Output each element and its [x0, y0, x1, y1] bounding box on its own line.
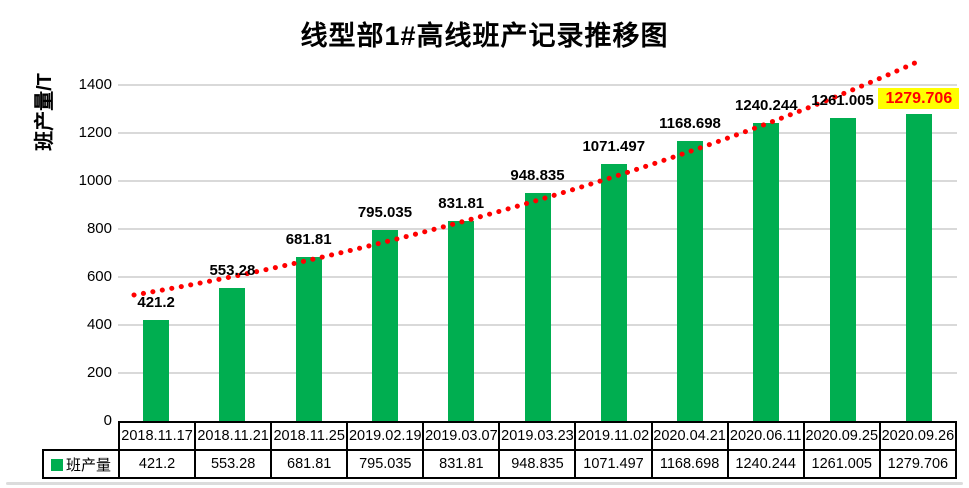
data-label: 1071.497 — [582, 137, 646, 155]
bar[interactable] — [753, 123, 780, 421]
y-axis-title[interactable]: 班产量/T — [34, 73, 56, 151]
category-cell[interactable]: 2020.04.21 — [650, 421, 729, 451]
chart-title[interactable]: 线型部1#高线班产记录推移图 — [300, 21, 669, 51]
data-label: 1240.244 — [735, 97, 798, 115]
value-cell[interactable]: 681.81 — [270, 449, 349, 479]
category-cell[interactable]: 2018.11.21 — [194, 421, 273, 451]
value-cell[interactable]: 831.81 — [422, 449, 501, 479]
legend-swatch-icon — [50, 458, 63, 471]
category-cell[interactable]: 2020.06.11 — [726, 421, 805, 451]
bar[interactable] — [371, 230, 398, 421]
y-tick-label: 0 — [103, 412, 112, 429]
bar[interactable] — [905, 113, 932, 421]
plot-area[interactable]: 421.2 553.28 681.81 795.035 831.81 948.835 107… — [118, 55, 960, 421]
category-cell[interactable]: 2020.09.26 — [878, 421, 958, 451]
data-label: 553.28 — [209, 262, 256, 280]
y-tick-label: 200 — [86, 364, 112, 381]
data-label-highlighted: 1279.706 — [864, 87, 969, 109]
value-cell[interactable]: 948.835 — [498, 449, 577, 479]
legend-series-label: 班产量 — [65, 456, 111, 474]
y-tick-label: 400 — [86, 316, 112, 333]
value-cell[interactable]: 1168.698 — [650, 449, 729, 479]
y-tick-label: 1400 — [78, 76, 112, 93]
table-row-categories: 2018.11.17 2018.11.21 2018.11.25 2019.02.19… — [43, 421, 958, 451]
category-cell[interactable]: 2019.02.19 — [346, 421, 425, 451]
bar[interactable] — [524, 193, 551, 421]
y-tick-label: 1000 — [78, 172, 112, 189]
legend-series[interactable]: 班产量 — [42, 449, 120, 479]
y-tick-label: 800 — [86, 220, 112, 237]
bar[interactable] — [143, 319, 170, 421]
data-label: 421.2 — [137, 293, 175, 311]
value-cell[interactable]: 795.035 — [346, 449, 425, 479]
gridline — [118, 132, 957, 134]
gridline — [118, 180, 957, 182]
data-label: 681.81 — [285, 231, 332, 249]
value-cell[interactable]: 1279.706 — [878, 449, 958, 479]
value-cell[interactable]: 421.2 — [117, 449, 197, 479]
value-cell[interactable]: 553.28 — [194, 449, 273, 479]
category-cell[interactable]: 2020.09.25 — [802, 421, 881, 451]
gridline — [118, 84, 957, 86]
category-cell[interactable]: 2018.11.17 — [117, 421, 197, 451]
data-label: 1168.698 — [659, 114, 721, 132]
category-cell[interactable]: 2019.11.02 — [574, 421, 653, 451]
data-label: 831.81 — [438, 195, 485, 213]
value-cell[interactable]: 1071.497 — [574, 449, 653, 479]
data-table: 2018.11.17 2018.11.21 2018.11.25 2019.02.19… — [42, 421, 958, 479]
value-cell[interactable]: 1261.005 — [802, 449, 881, 479]
table-row: 班产量 421.2 553.28 681.81 795.035 831.81 948.835… — [42, 449, 958, 479]
bar[interactable] — [448, 221, 475, 421]
value-cell[interactable]: 1240.244 — [726, 449, 805, 479]
data-label: 795.035 — [357, 204, 413, 222]
bar[interactable] — [219, 288, 246, 421]
table-corner — [43, 422, 119, 450]
bar[interactable] — [677, 140, 704, 421]
category-cell[interactable]: 2019.03.23 — [498, 421, 577, 451]
bar[interactable] — [295, 257, 322, 421]
y-tick-label: 600 — [86, 268, 112, 285]
category-cell[interactable]: 2018.11.25 — [270, 421, 349, 451]
category-cell[interactable]: 2019.03.07 — [422, 421, 501, 451]
bar[interactable] — [829, 118, 856, 421]
y-tick-label: 1200 — [78, 124, 112, 141]
data-label: 1261.005 — [811, 92, 874, 110]
bar[interactable] — [600, 163, 627, 421]
trend-line[interactable] — [118, 55, 957, 421]
data-label: 948.835 — [510, 167, 565, 185]
bottom-divider — [6, 482, 963, 485]
